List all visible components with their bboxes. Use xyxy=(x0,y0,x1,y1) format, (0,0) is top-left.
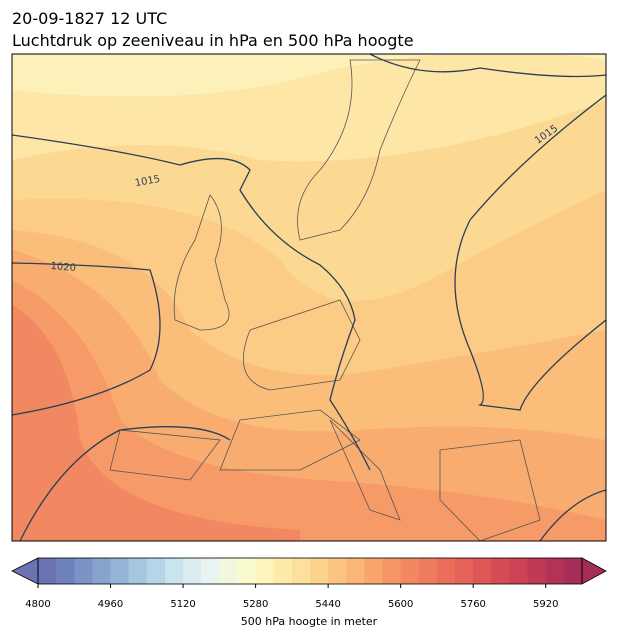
colorbar-band xyxy=(128,558,148,584)
colorbar-band xyxy=(291,558,311,584)
tick-label: 5280 xyxy=(243,599,268,610)
colorbar-band xyxy=(310,558,329,584)
colorbar-band xyxy=(183,558,202,584)
colorbar-band xyxy=(237,558,257,584)
colorbar-band xyxy=(346,558,365,584)
colorbar-band xyxy=(400,558,420,584)
colorbar-frame xyxy=(37,557,583,585)
colorbar-band xyxy=(219,558,238,584)
colorbar-band xyxy=(563,558,583,584)
isobar xyxy=(12,134,371,471)
tick-label: 5920 xyxy=(533,599,558,610)
colorbar-band xyxy=(382,558,402,584)
coastline xyxy=(109,59,541,541)
isobar xyxy=(454,94,606,411)
colorbar-band xyxy=(418,558,438,584)
colorbar-band xyxy=(455,558,474,584)
colorbar-band xyxy=(164,558,184,584)
isobar xyxy=(12,262,161,416)
colorbar-band xyxy=(328,558,347,584)
isobar xyxy=(539,489,606,541)
colorbar-band xyxy=(527,558,547,584)
colorbar-band xyxy=(364,558,384,584)
date: 20-09-1827 12 UTC xyxy=(12,9,167,28)
colorbar-band xyxy=(545,558,565,584)
tick-label: 5120 xyxy=(170,599,195,610)
extend-arrow xyxy=(11,557,39,585)
colorbar: 4800 4960 5120 5280 5440 5600 5760 5920 xyxy=(11,557,607,610)
title: Luchtdruk op zeeniveau in hPa en 500 hPa… xyxy=(12,31,414,50)
isobar xyxy=(369,54,606,78)
tick-label: 4960 xyxy=(98,599,123,610)
colorbar-band xyxy=(436,558,456,584)
colorbar-band xyxy=(56,558,75,584)
tick-label: 5440 xyxy=(315,599,340,610)
colorbar-band xyxy=(74,558,93,584)
colorbar-band xyxy=(473,558,492,584)
band xyxy=(12,280,606,541)
colorbar-band xyxy=(146,558,166,584)
isobar xyxy=(19,426,231,541)
colorbar-band xyxy=(38,558,57,584)
map-frame xyxy=(11,53,607,542)
extend-arrow xyxy=(581,557,607,585)
band xyxy=(12,305,300,541)
colorbar-band xyxy=(92,558,112,584)
tick-label: 5760 xyxy=(460,599,485,610)
isobar-label: 1020 xyxy=(50,261,76,274)
colorbar-band xyxy=(509,558,529,584)
colorbar-band xyxy=(491,558,510,584)
colorbar-label: 500 hPa hoogte in meter xyxy=(241,615,378,628)
colorbar-band xyxy=(273,558,293,584)
colorbar-band xyxy=(255,558,275,584)
colorbar-band xyxy=(110,558,130,584)
isobar-label: 1015 xyxy=(134,174,161,189)
tick-label: 5600 xyxy=(388,599,413,610)
colorbar-band xyxy=(201,558,220,584)
tick-label: 4800 xyxy=(25,599,50,610)
map: 1015 1020 1015 xyxy=(12,54,606,541)
